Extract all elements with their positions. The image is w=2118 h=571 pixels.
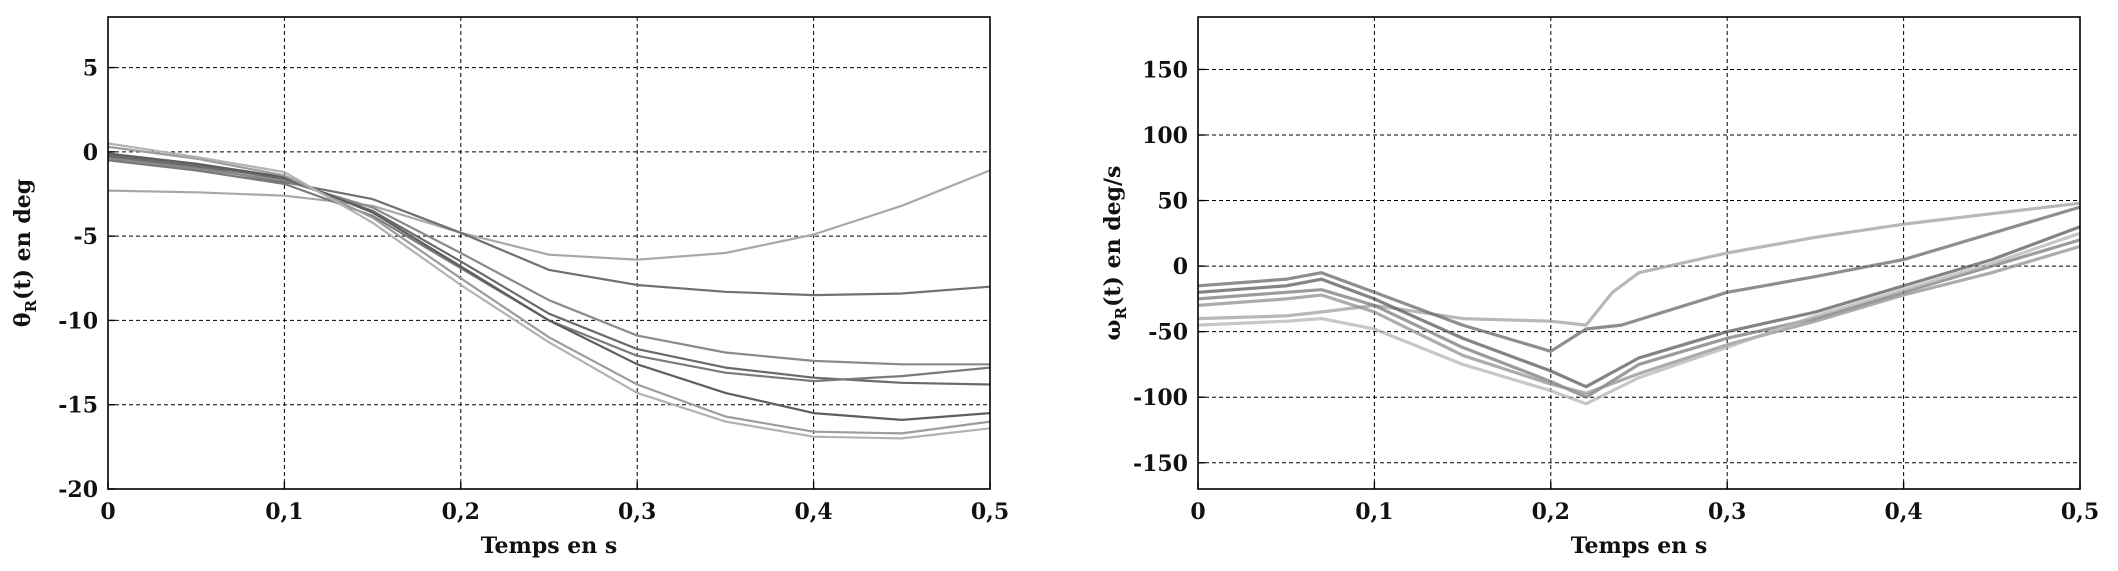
x-tick-label: 0	[1190, 499, 1205, 525]
x-tick-label: 0,3	[1708, 499, 1746, 525]
x-tick-label: 0,5	[971, 499, 1009, 525]
x-tick-label: 0,4	[1884, 499, 1922, 525]
series-line-7	[107, 145, 991, 435]
x-tick-label: 0,1	[265, 499, 303, 525]
x-tick-label: 0,1	[1355, 499, 1393, 525]
y-axis-symbol: θ	[10, 312, 36, 327]
y-axis-title: θR(t) en deg	[10, 179, 40, 327]
y-tick-label: -5	[74, 224, 98, 250]
x-tick-label: 0,4	[794, 499, 832, 525]
y-tick-label: 0	[1173, 254, 1188, 280]
y-axis-subscript: R	[22, 299, 40, 312]
series-line-6	[1197, 231, 2081, 406]
y-axis-subscript: R	[1112, 307, 1130, 320]
theta-chart-panel: 0 0,1 0,2 0,3 0,4 0,5 5 0 -5 -10 -15 -20 Temps en s θ…	[10, 16, 1009, 559]
y-tick-label: -10	[58, 308, 98, 334]
y-tick-label: -20	[58, 477, 98, 503]
x-tick-label: 0,2	[1532, 499, 1570, 525]
y-tick-label: -150	[1133, 451, 1188, 477]
series-line-3	[107, 157, 990, 366]
y-tick-label: 0	[83, 140, 98, 166]
plot-frame	[107, 16, 991, 490]
y-tick-label: -100	[1133, 385, 1188, 411]
y-tick-label: -50	[1148, 320, 1188, 346]
x-tick-label: 0,2	[442, 499, 480, 525]
series-line-2	[1197, 205, 2081, 353]
y-tick-label: 50	[1157, 189, 1188, 215]
series-line-1	[1197, 201, 2081, 327]
series-line-1	[107, 169, 991, 261]
x-axis-title: Temps en s	[481, 533, 618, 559]
x-tick-label: 0	[100, 499, 115, 525]
series-line-6	[107, 152, 991, 421]
series-line-4	[1197, 238, 2081, 399]
omega-chart-panel: 0 0,1 0,2 0,3 0,4 0,5 150 100 50 0 -50 -100 -150 Temp…	[1100, 16, 2099, 559]
x-axis-title: Temps en s	[1571, 533, 1708, 559]
series-line-3	[1197, 225, 2081, 389]
y-axis-title-rest: (t) en deg/s	[1100, 166, 1126, 307]
y-tick-label: 100	[1142, 123, 1188, 149]
x-tick-label: 0,3	[618, 499, 656, 525]
y-tick-label: -15	[58, 393, 98, 419]
y-axis-title-rest: (t) en deg	[10, 179, 36, 300]
series-line-5	[1197, 244, 2081, 395]
y-tick-label: 5	[83, 56, 98, 82]
y-tick-label: 150	[1142, 57, 1188, 83]
y-axis-title: ωR(t) en deg/s	[1100, 166, 1130, 341]
y-axis-symbol: ω	[1100, 319, 1126, 340]
series-line-8	[107, 142, 991, 440]
plot-frame	[1197, 16, 2081, 490]
x-tick-label: 0,5	[2061, 499, 2099, 525]
